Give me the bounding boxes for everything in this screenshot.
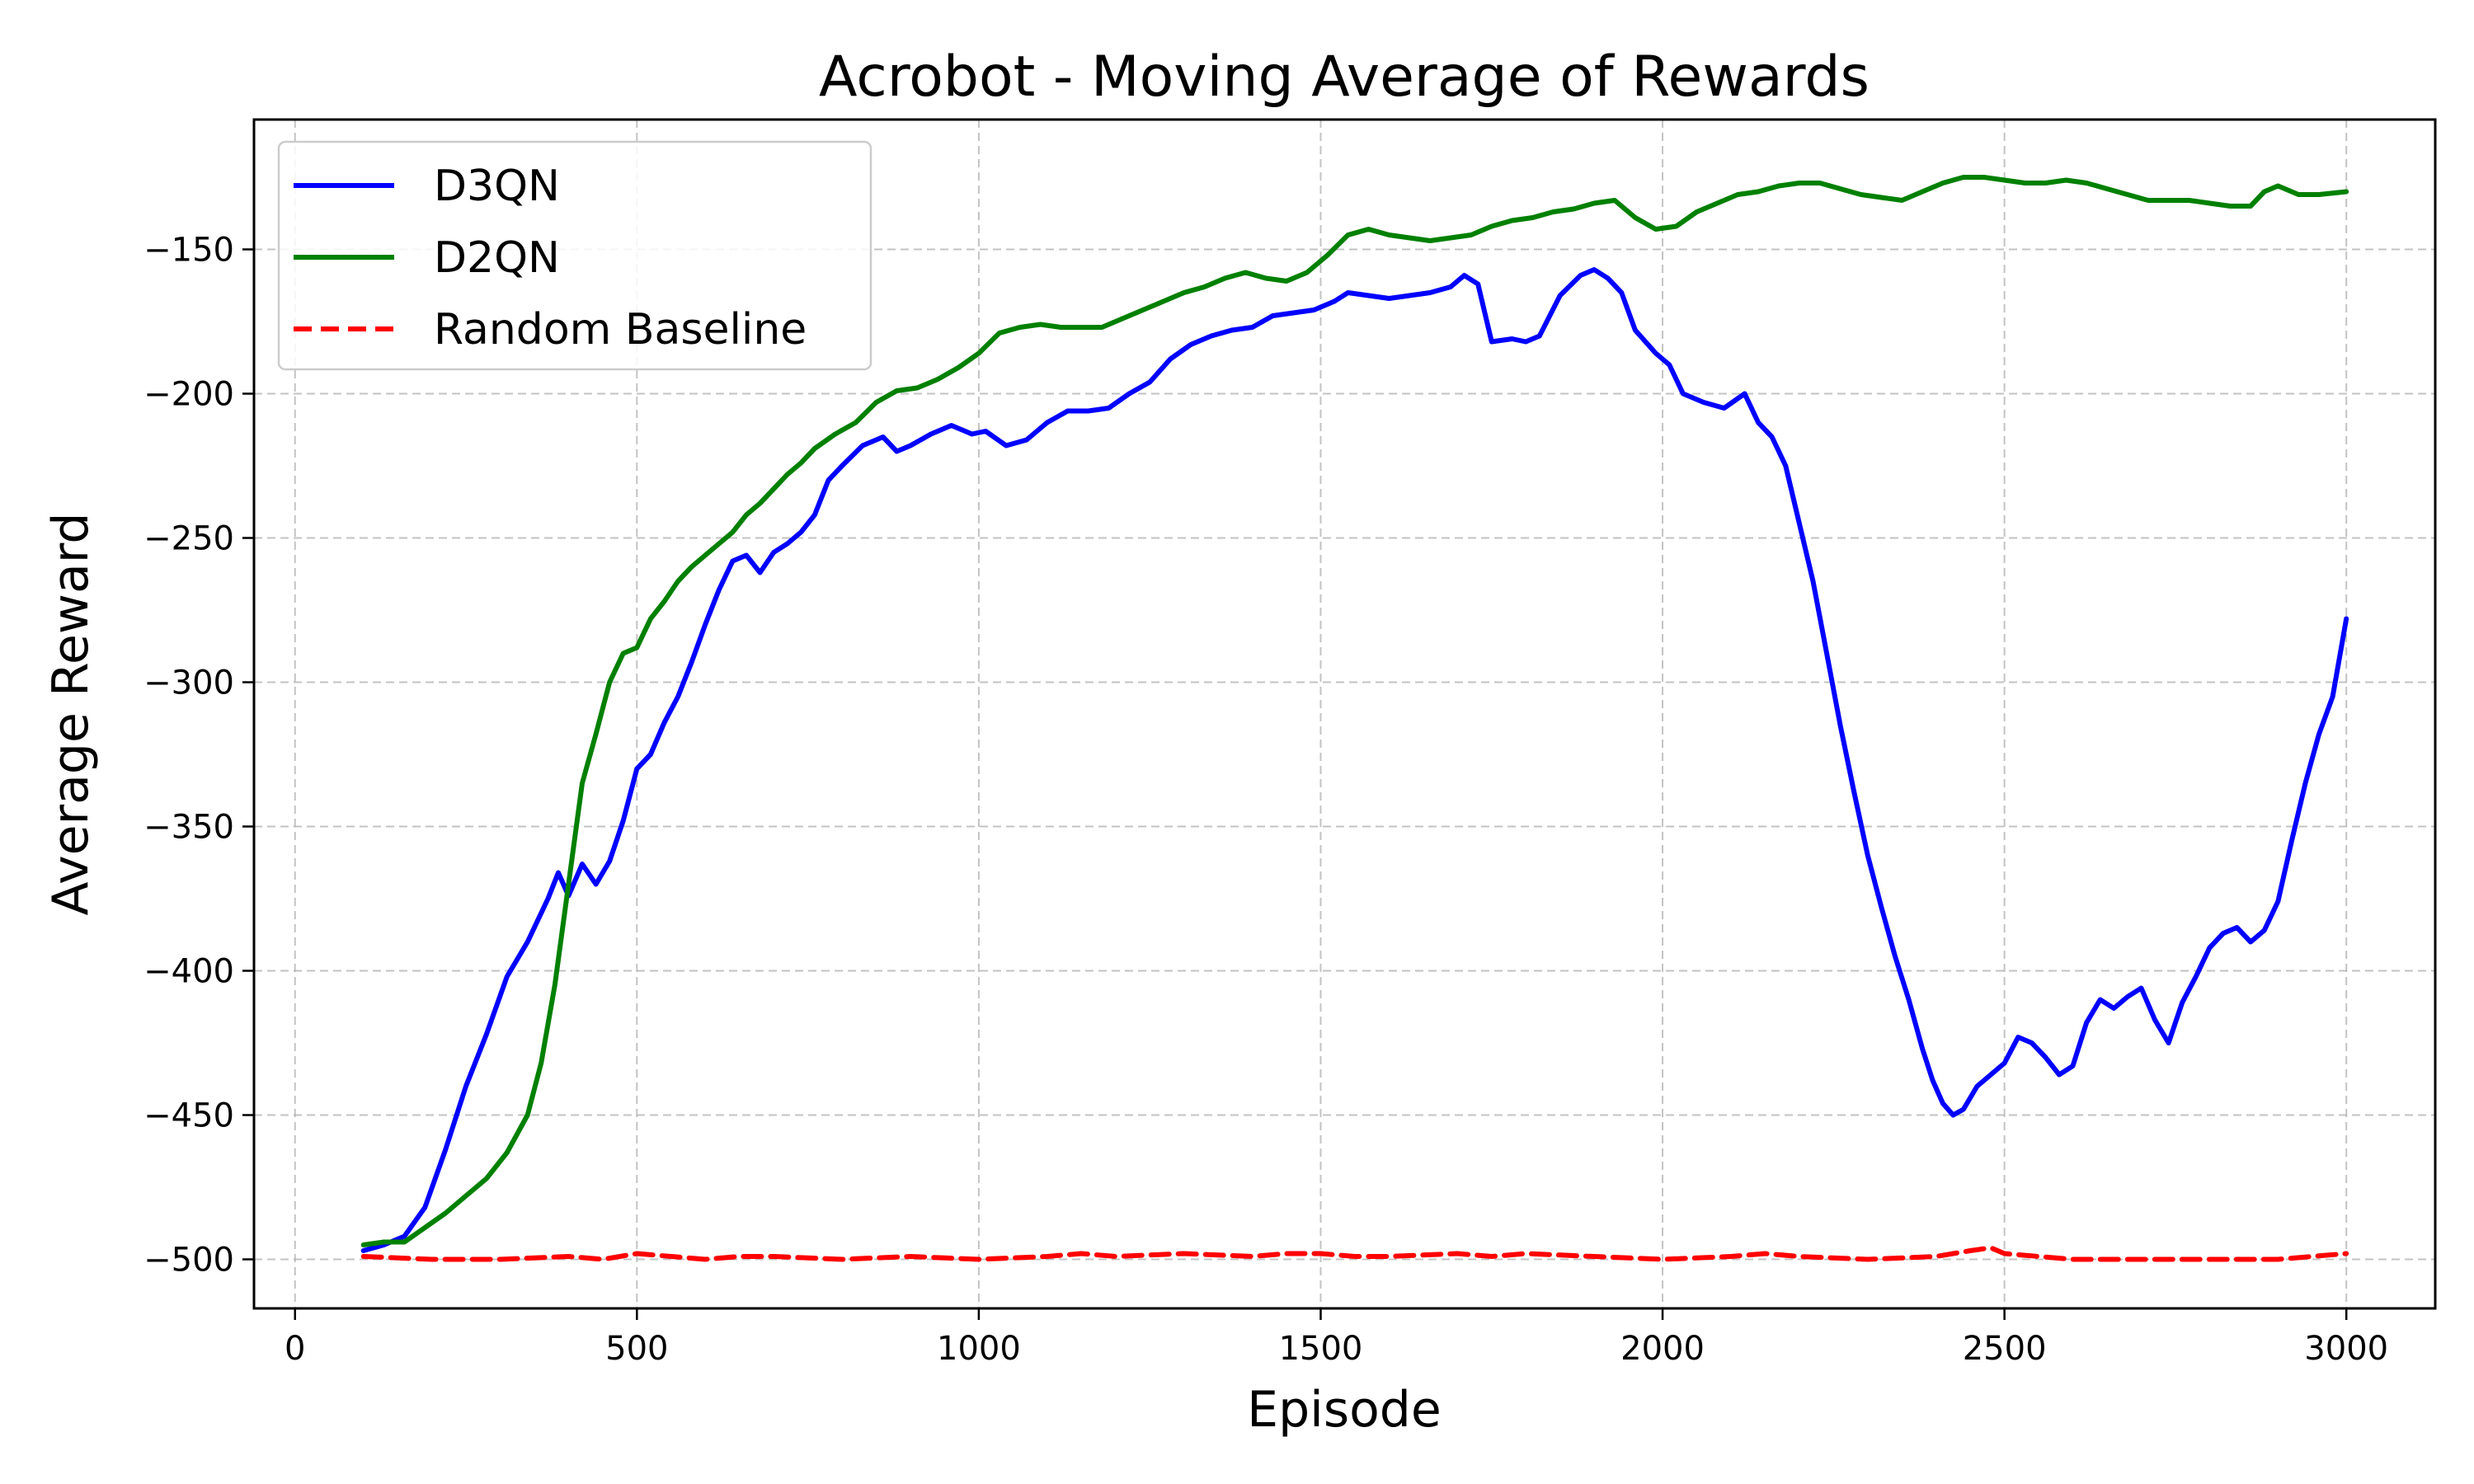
- legend-label-d3qn: D3QN: [434, 162, 560, 211]
- x-tick-label: 2500: [1963, 1330, 2047, 1368]
- legend: D3QN D2QN Random Baseline: [277, 140, 872, 371]
- y-tick-label: −200: [143, 376, 234, 414]
- y-tick-label: −150: [143, 232, 234, 270]
- x-tick-label: 0: [285, 1330, 305, 1368]
- x-tick-label: 1500: [1279, 1330, 1363, 1368]
- y-tick-label: −400: [143, 953, 234, 991]
- legend-label-d2qn: D2QN: [434, 233, 560, 283]
- series-line-d3qn: [360, 267, 2349, 1253]
- x-axis: 0 500 1000 1500 2000 2500 3000: [285, 1308, 2388, 1368]
- x-tick-label: 1000: [937, 1330, 1021, 1368]
- chart-title: Acrobot - Moving Average of Rewards: [819, 45, 1870, 110]
- y-tick-label: −300: [143, 665, 234, 702]
- y-axis-title: Average Reward: [42, 513, 100, 916]
- series-line-random-baseline: [360, 1245, 2349, 1262]
- plot-frame: [252, 118, 2437, 1310]
- x-tick-label: 3000: [2304, 1330, 2388, 1368]
- legend-label-random-baseline: Random Baseline: [434, 305, 807, 355]
- y-tick-label: −450: [143, 1097, 234, 1135]
- y-tick-label: −350: [143, 809, 234, 847]
- y-axis: −500 −450 −400 −350 −300 −250 −200 −150: [143, 232, 254, 1280]
- y-tick-label: −500: [143, 1242, 234, 1280]
- x-tick-label: 2000: [1620, 1330, 1705, 1368]
- y-tick-label: −250: [143, 520, 234, 558]
- legend-box: [277, 140, 872, 371]
- x-tick-label: 500: [605, 1330, 668, 1368]
- x-axis-title: Episode: [1247, 1381, 1442, 1439]
- series-layer: [360, 175, 2349, 1262]
- series-line-d2qn: [360, 175, 2349, 1247]
